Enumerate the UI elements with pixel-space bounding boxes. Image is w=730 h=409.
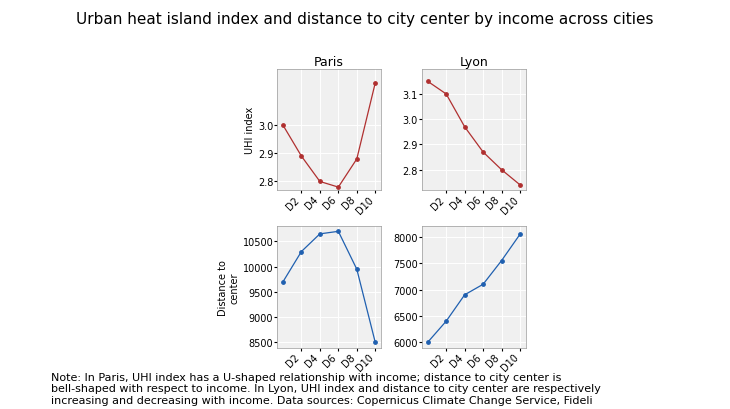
Text: Urban heat island index and distance to city center by income across cities: Urban heat island index and distance to …	[76, 12, 654, 27]
Point	[332, 229, 344, 235]
Point	[296, 153, 307, 160]
Point	[477, 281, 489, 288]
Point	[496, 258, 507, 264]
Point	[296, 249, 307, 255]
Point	[369, 80, 381, 87]
Point	[277, 279, 289, 285]
Point	[314, 231, 326, 238]
Point	[440, 318, 452, 325]
Point	[459, 292, 471, 298]
Point	[351, 266, 363, 273]
Point	[314, 179, 326, 185]
Y-axis label: Distance to
center: Distance to center	[218, 259, 239, 315]
Point	[422, 79, 434, 85]
Point	[514, 231, 526, 238]
Point	[477, 149, 489, 156]
Title: Lyon: Lyon	[459, 55, 488, 68]
Point	[277, 123, 289, 129]
Point	[369, 339, 381, 346]
Point	[459, 124, 471, 131]
Y-axis label: UHI index: UHI index	[245, 106, 255, 153]
Point	[351, 156, 363, 163]
Text: Note: In Paris, UHI index has a U-shaped relationship with income; distance to c: Note: In Paris, UHI index has a U-shaped…	[51, 372, 601, 405]
Point	[422, 339, 434, 346]
Title: Paris: Paris	[314, 55, 344, 68]
Point	[440, 92, 452, 98]
Point	[496, 167, 507, 173]
Point	[514, 182, 526, 189]
Point	[332, 184, 344, 191]
